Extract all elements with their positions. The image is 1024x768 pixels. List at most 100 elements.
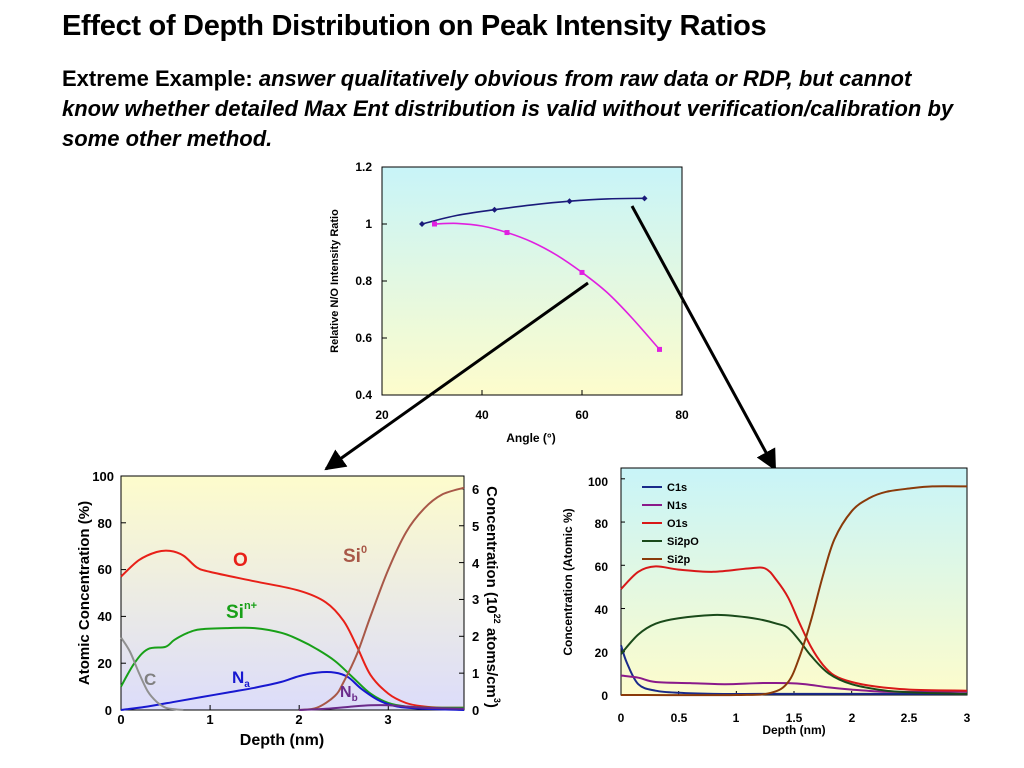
arrow-to-left-chart (324, 281, 589, 471)
label-na-main: N (232, 668, 244, 687)
subtitle-lead: Extreme Example: (62, 66, 259, 91)
depth-right-series-line-2 (620, 565, 968, 692)
depth-left-series-line-1 (120, 626, 465, 709)
left-y2-tick-2: 2 (472, 629, 479, 644)
y2-label-tail: atoms/cm (483, 624, 500, 698)
left-y2-tick-6: 6 (472, 482, 479, 497)
ratio-point-1-3 (657, 346, 662, 352)
legend-label-si2p: Si2p (667, 554, 691, 566)
label-si-0-main: Si (343, 546, 361, 567)
right-x-tick-0.5: 0.5 (671, 711, 688, 725)
ratio-y-tick-0.8: 0.8 (355, 274, 372, 288)
label-nb-sub: b (352, 693, 358, 704)
subtitle-emphasis: answer qualitatively obvious from raw da… (62, 66, 954, 151)
depth-right-chart: 0 20 40 60 80 100 0 0.5 1 1.5 2 2.5 3 De… (561, 467, 971, 737)
right-x-tick-0: 0 (618, 711, 625, 725)
depth-right-series-line-0 (620, 644, 967, 695)
ratio-point-0-2 (566, 198, 573, 205)
depth-right-series-line-3 (620, 613, 968, 695)
left-y-tick-100: 100 (92, 469, 114, 484)
label-si-0-sup: 0 (361, 544, 367, 556)
depth-left-series-line-4 (299, 486, 465, 711)
slide-subtitle: Extreme Example: answer qualitatively ob… (62, 64, 962, 154)
arrow-to-right-chart (630, 205, 777, 471)
ratio-series-line-1 (434, 222, 661, 350)
ratio-y-tick-1: 1 (365, 217, 372, 231)
ratio-y-tick-0.6: 0.6 (355, 331, 372, 345)
label-si-n-sup: n+ (244, 600, 257, 612)
label-c: C (144, 670, 156, 689)
left-y2-tick-5: 5 (472, 519, 479, 534)
ratio-x-tick-60: 60 (575, 408, 589, 422)
left-y2-axis-label: Concentration (1022 atoms/cm3) (483, 486, 502, 708)
right-y-tick-60: 60 (595, 560, 609, 574)
right-marks (620, 478, 968, 697)
right-x-tick-2.5: 2.5 (901, 711, 918, 725)
depth-left-series-line-2 (120, 671, 465, 711)
right-x-axis-label: Depth (nm) (762, 723, 825, 737)
right-y-tick-20: 20 (595, 646, 609, 660)
depth-left-series-line-5 (299, 704, 465, 711)
left-x-tick-1: 1 (206, 712, 213, 727)
right-x-tick-1.5: 1.5 (786, 711, 803, 725)
right-plot-area (620, 467, 968, 696)
ratio-point-0-1 (491, 206, 498, 213)
label-nb-main: N (340, 684, 352, 701)
right-y-tick-0: 0 (601, 689, 608, 703)
left-x-tick-2: 2 (295, 712, 302, 727)
ratio-point-0-0 (419, 221, 425, 227)
left-y2-tick-4: 4 (472, 556, 480, 571)
right-x-tick-2: 2 (849, 711, 856, 725)
label-nb: Nb (340, 684, 358, 704)
legend-label-c1s: C1s (667, 482, 687, 494)
depth-left-chart: 0 20 40 60 80 100 0 1 2 3 4 5 6 0 1 2 3 … (76, 469, 502, 749)
ratio-point-0-3 (641, 195, 648, 202)
ratio-point-1-0 (432, 221, 437, 227)
left-y2-tick-3: 3 (472, 592, 479, 607)
ratio-series-line-0 (421, 197, 645, 225)
label-si-0: Si0 (343, 544, 367, 567)
y2-label-close: ) (483, 703, 500, 708)
ratio-x-tick-40: 40 (475, 408, 489, 422)
left-y-tick-20: 20 (98, 656, 112, 671)
slide-title: Effect of Depth Distribution on Peak Int… (62, 10, 767, 42)
left-y2-tick-0: 0 (472, 703, 479, 718)
right-y-tick-80: 80 (595, 517, 609, 531)
left-x-tick-0: 0 (117, 712, 124, 727)
ratio-point-1-2 (579, 269, 585, 275)
left-y-axis-label: Atomic Concentration (%) (76, 501, 93, 685)
depth-left-series-line-0 (120, 549, 465, 709)
legend-label-o1s: O1s (667, 518, 688, 530)
y2-label-lead: Concentration (10 (483, 486, 500, 614)
legend-label-n1s: N1s (667, 500, 687, 512)
right-x-tick-3: 3 (964, 711, 971, 725)
label-o: O (233, 550, 248, 571)
left-plot-area (120, 475, 465, 711)
label-na: Na (232, 668, 250, 690)
left-y-tick-40: 40 (98, 609, 112, 624)
depth-right-series-line-4 (620, 485, 968, 697)
right-y-axis-label: Concentration (Atomic %) (561, 508, 575, 655)
y2-label-sup2: 3 (492, 698, 502, 703)
ratio-x-axis-label: Angle (°) (506, 431, 555, 445)
left-marks (120, 475, 465, 711)
legend-label-si2po: Si2pO (667, 536, 699, 548)
left-y2-tick-1: 1 (472, 666, 479, 681)
left-y-tick-60: 60 (98, 562, 112, 577)
label-si-n: Sin+ (226, 600, 257, 623)
right-legend: C1s N1s O1s Si2pO Si2p (642, 482, 699, 566)
ratio-chart: 0.4 0.6 0.8 1 1.2 20 40 60 80 Angle (°) … (329, 160, 689, 445)
y2-label-sup: 22 (492, 614, 502, 624)
ratio-x-tick-80: 80 (675, 408, 689, 422)
ratio-plot-area (381, 166, 683, 396)
right-y-tick-40: 40 (595, 603, 609, 617)
ratio-point-1-1 (504, 230, 510, 236)
ratio-y-axis-label: Relative N/O Intensity Ratio (329, 209, 341, 353)
right-x-tick-1: 1 (733, 711, 740, 725)
ratio-y-tick-1.2: 1.2 (355, 160, 372, 174)
label-na-sub: a (244, 679, 250, 690)
ratio-y-tick-0.4: 0.4 (355, 388, 372, 402)
label-si-n-main: Si (226, 602, 244, 623)
depth-left-series-line-3 (120, 636, 184, 711)
